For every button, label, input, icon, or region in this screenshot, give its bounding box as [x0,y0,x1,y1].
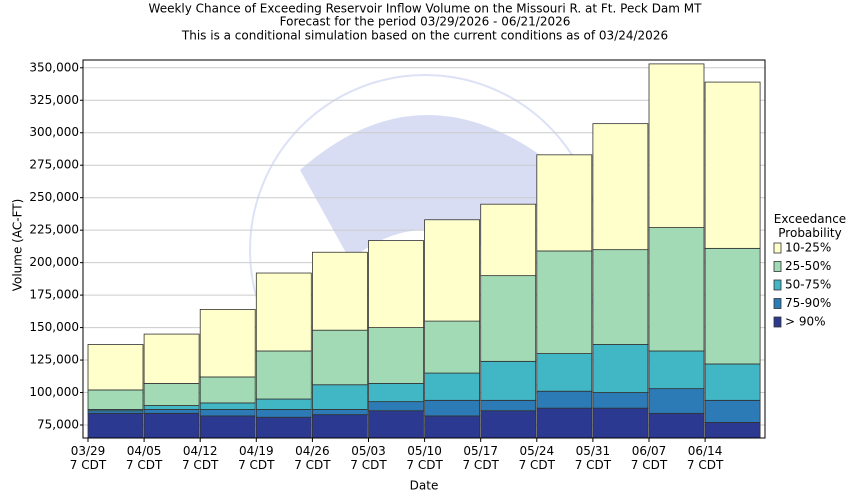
legend-label: 50-75% [785,278,831,292]
x-tick-label: 05/17 7 CDT [462,444,499,472]
legend-swatch [773,316,782,328]
x-tick-label: 04/12 7 CDT [181,444,219,472]
bar-segment [592,392,649,409]
legend-label: 25-50% [785,259,831,273]
bar-segment [536,390,593,409]
bar-segment [311,384,368,410]
bar-segment [368,327,424,384]
x-axis-label: Date [410,479,439,493]
bar-segment [255,398,312,410]
bar-segment [592,344,649,393]
y-tick-label: 75,000 [37,418,79,432]
bar-segment [311,409,368,416]
y-tick-label: 125,000 [29,353,79,367]
bar-segment [704,247,761,365]
x-tick-label: 05/10 7 CDT [406,444,443,472]
legend-label: > 90% [785,315,826,329]
bar-segment [424,372,481,401]
chart-title: Weekly Chance of Exceeding Reservoir Inf… [149,2,703,16]
legend-swatch [773,279,782,291]
x-tick-label: 06/07 7 CDT [630,444,668,472]
x-tick-label: 05/24 7 CDT [518,444,555,472]
bar-segment [592,249,649,345]
legend-swatch [773,261,782,272]
x-tick-label: 04/19 7 CDT [238,444,275,472]
y-tick-label: 275,000 [29,158,79,172]
y-tick-label: 350,000 [29,60,79,74]
bar-segment [368,383,424,403]
y-tick-label: 300,000 [29,125,79,139]
y-tick-label: 250,000 [29,190,79,204]
x-tick-label: 04/26 7 CDT [294,444,331,472]
bar-segment [648,63,705,228]
x-tick-label: 06/14 7 CDT [686,444,724,472]
bar-segment [704,399,761,423]
bar-segment [143,333,200,384]
bar-segment [480,203,537,277]
bar-segment [368,401,424,412]
y-tick-label: 200,000 [29,255,79,269]
legend-title: Exceedance Probability [773,212,847,240]
bar-segment [143,383,200,406]
legend-label: 10-25% [785,241,831,255]
bar-segment [143,405,200,410]
bar-segment [424,219,481,322]
x-tick-label: 05/03 7 CDT [350,444,387,472]
x-tick-label: 05/31 7 CDT [574,444,612,472]
plot-frame [82,59,766,439]
bar-segment [311,251,368,331]
y-tick-label: 225,000 [29,223,79,237]
y-tick-label: 175,000 [29,288,79,302]
chart-subtitle: This is a conditional simulation based o… [181,29,668,43]
bar-segment [199,376,256,404]
bar-segment [424,399,481,417]
bar-segment [255,272,312,352]
bar-segment [648,350,705,390]
y-tick-label: 100,000 [29,385,79,399]
chart-subtitle: Forecast for the period 03/29/2026 - 06/… [280,15,571,29]
bar-segment [255,409,312,418]
bar-segment [648,388,705,414]
bar-segment [255,350,312,400]
legend-swatch [773,298,782,309]
bar-segment [536,154,593,252]
bar-segment [368,240,424,328]
y-axis-label: Volume (AC-FT) [11,199,25,292]
bar-segment [143,409,200,414]
bar-segment [704,81,761,249]
x-tick-label: 04/05 7 CDT [125,444,163,472]
bar-segment [199,402,256,410]
y-tick-label: 150,000 [29,320,79,334]
legend-swatch [773,242,782,254]
bar-segment [480,410,537,438]
bar-segment [648,227,705,352]
bar-segment [536,250,593,354]
bar-segment [536,353,593,392]
bar-segment [480,275,537,362]
bar-segment [592,123,649,251]
bar-segment [199,409,256,417]
bar-segment [143,412,200,438]
bar-segment [87,344,144,391]
bar-segment [424,320,481,374]
x-tick-label: 03/29 7 CDT [69,444,107,472]
bar-segment [704,363,761,401]
bar-segment [480,399,537,412]
legend-label: 75-90% [785,296,831,310]
y-tick-label: 325,000 [29,93,79,107]
bar-segment [311,329,368,386]
bar-segment [199,309,256,378]
bar-segment [480,360,537,401]
bar-segment [87,389,144,410]
